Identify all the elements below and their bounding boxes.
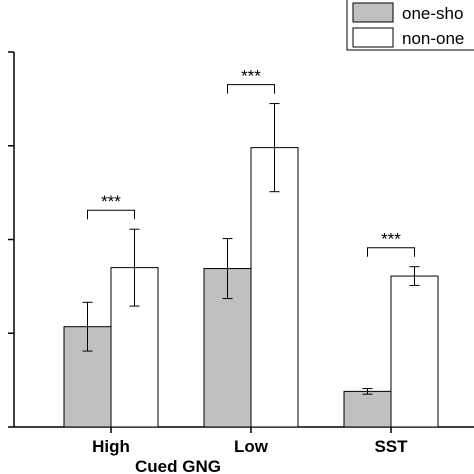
significance-label-high: *** [101, 192, 121, 211]
significance-bracket-high [87, 209, 135, 220]
x-tick-labels: High Low SST [92, 437, 408, 456]
legend-swatch-series0 [352, 2, 394, 23]
bar-low-series1 [250, 147, 299, 428]
significance-bracket-sst [367, 247, 415, 257]
x-tick-label-low: Low [234, 437, 269, 456]
significance-label-low: *** [241, 67, 261, 86]
legend-label-series0: one-sho [402, 4, 463, 23]
bar-high-series1 [110, 267, 159, 428]
legend: one-sho non-one [346, 0, 474, 51]
chart-bars [63, 147, 439, 428]
significance-bracket-low [227, 84, 275, 94]
legend-label-series1: non-one [402, 29, 464, 48]
x-tick-label-sst: SST [374, 437, 408, 456]
bar-sst-series1 [390, 275, 439, 428]
significance-markers: *** *** *** [87, 67, 415, 257]
x-tick-label-high: High [92, 437, 130, 456]
significance-label-sst: *** [381, 230, 401, 249]
bar-sst-series0 [343, 390, 392, 428]
error-bars [82, 103, 420, 395]
x-axis-title: Cued GNG [135, 457, 221, 474]
legend-swatch-series1 [352, 27, 394, 48]
